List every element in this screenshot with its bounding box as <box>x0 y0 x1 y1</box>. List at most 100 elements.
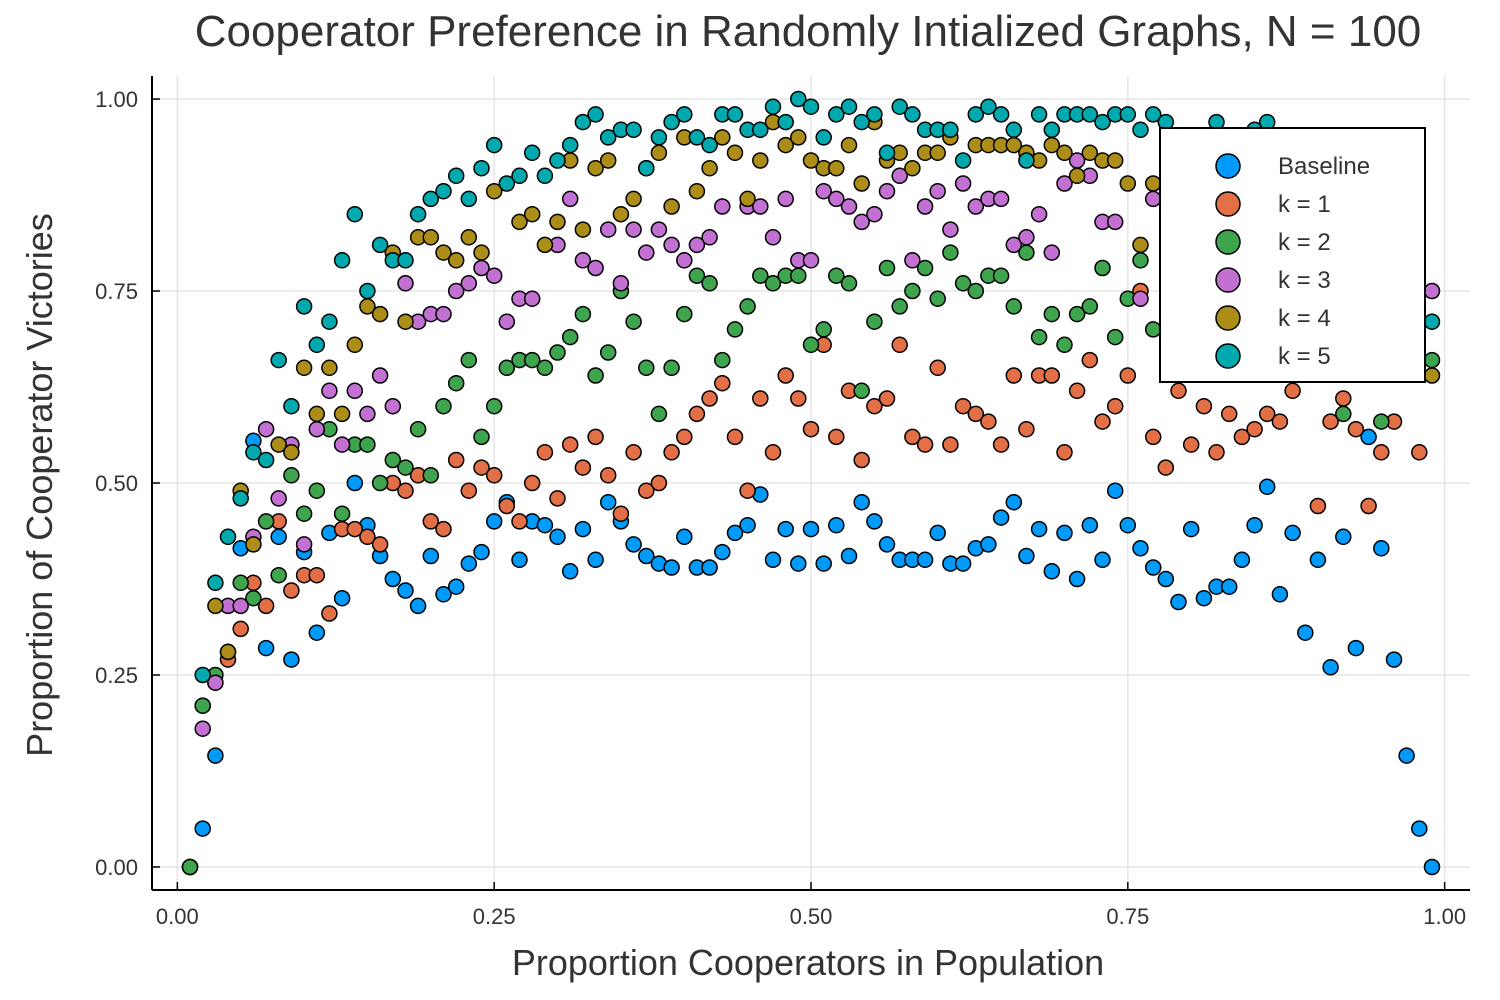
data-point <box>308 336 326 354</box>
data-point <box>726 321 744 338</box>
data-point <box>1347 420 1365 438</box>
data-point <box>1284 524 1301 542</box>
data-point <box>853 493 870 511</box>
data-point <box>1233 551 1251 569</box>
data-point <box>840 198 858 215</box>
data-point <box>815 555 832 572</box>
data-point <box>714 129 731 146</box>
series-5 <box>194 90 1441 684</box>
data-point <box>599 221 617 238</box>
y-tick-label: 0.25 <box>95 663 138 688</box>
data-point <box>815 129 832 146</box>
data-point <box>916 259 934 277</box>
data-point <box>1106 213 1124 231</box>
data-point <box>1094 551 1111 569</box>
data-point <box>511 167 528 185</box>
data-point <box>599 493 617 511</box>
data-point <box>397 482 414 499</box>
data-point <box>866 106 883 123</box>
data-point <box>777 367 794 384</box>
data-point <box>1106 482 1124 499</box>
data-point <box>194 697 211 714</box>
data-point <box>853 175 870 192</box>
data-point <box>1005 121 1023 139</box>
data-point <box>1373 444 1390 461</box>
legend-marker <box>1215 191 1241 217</box>
data-point <box>992 267 1010 284</box>
data-point <box>828 190 845 208</box>
legend-marker <box>1215 343 1241 369</box>
data-point <box>980 98 997 115</box>
data-point <box>435 397 452 415</box>
data-point <box>904 282 921 300</box>
data-point <box>1068 382 1086 400</box>
data-point <box>308 405 326 423</box>
data-point <box>714 374 731 392</box>
data-point <box>422 229 440 246</box>
data-point <box>967 198 985 215</box>
data-point <box>1398 747 1415 764</box>
data-point <box>1309 497 1327 515</box>
y-tick-label: 0.50 <box>95 471 138 496</box>
data-point <box>1119 175 1137 192</box>
data-point <box>1132 540 1149 557</box>
data-point <box>638 159 655 177</box>
data-point <box>1132 290 1149 307</box>
data-point <box>232 574 249 592</box>
data-point <box>676 106 693 123</box>
data-point <box>688 236 706 254</box>
data-point <box>1423 367 1441 384</box>
data-point <box>1208 444 1225 461</box>
data-point <box>257 513 275 530</box>
data-point <box>688 129 706 146</box>
data-point <box>1182 520 1200 538</box>
legend-marker <box>1215 153 1241 179</box>
data-point <box>828 516 845 534</box>
data-point <box>790 90 807 108</box>
data-point <box>878 390 896 407</box>
data-point <box>954 152 972 169</box>
data-point <box>1132 236 1149 254</box>
data-point <box>853 382 870 400</box>
data-point <box>1347 639 1365 657</box>
series-2 <box>181 244 1441 876</box>
data-point <box>954 397 972 415</box>
data-point <box>980 413 997 430</box>
data-point <box>1043 305 1061 323</box>
data-point <box>498 313 516 330</box>
data-point <box>346 336 364 354</box>
data-point <box>232 620 249 638</box>
data-point <box>1144 175 1162 192</box>
data-point <box>599 467 617 484</box>
data-point <box>942 221 959 238</box>
data-point <box>384 397 402 415</box>
data-point <box>1309 551 1327 569</box>
data-point <box>878 144 896 162</box>
data-point <box>523 290 541 307</box>
data-point <box>625 313 642 330</box>
data-point <box>904 428 921 446</box>
data-point <box>1233 428 1251 446</box>
data-point <box>245 444 262 461</box>
data-point <box>701 136 718 154</box>
data-point <box>397 252 414 269</box>
data-point <box>1030 328 1048 346</box>
data-point <box>663 113 680 131</box>
data-point <box>1322 659 1339 676</box>
data-point <box>181 858 199 876</box>
data-point <box>1094 113 1111 131</box>
data-points <box>181 90 1441 876</box>
data-point <box>283 397 300 415</box>
data-point <box>346 474 364 492</box>
data-point <box>460 229 478 246</box>
data-point <box>257 639 275 657</box>
data-point <box>650 144 668 162</box>
data-point <box>992 190 1010 208</box>
data-point <box>967 106 985 123</box>
data-point <box>625 536 642 553</box>
data-point <box>676 528 693 546</box>
data-point <box>1246 420 1263 438</box>
data-point <box>764 229 782 246</box>
data-point <box>625 121 642 139</box>
data-point <box>1056 175 1073 192</box>
